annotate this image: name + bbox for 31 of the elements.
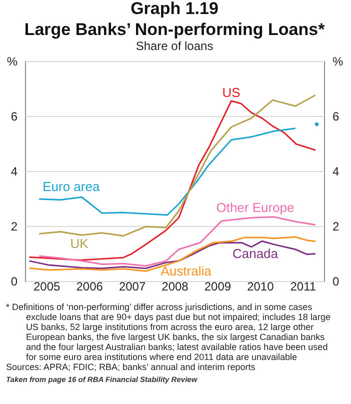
y-axis-title: Share of loans: [136, 39, 214, 53]
y2-tick-label: 4: [332, 164, 340, 178]
y-tick-label: %: [6, 54, 18, 68]
y-tick-label: 4: [10, 164, 18, 178]
text: * Definitions of ‘non-performing’ differ across jurisdictions, and in some cases exclude loans that are 90+ days past due but not impaired; includes 18 large US banks, 52 large institutions from across the euro area, 12 large other European banks, the five largest UK banks, the six largest Canadian banks and the four largest Australian banks; latest available ratios have been used for some euro area institutions where end 2011 data are unavailable: [6, 302, 332, 362]
y2-tick-label: %: [332, 54, 344, 68]
chart-subtitle: Large Banks’ Non-performing Loans*: [24, 20, 326, 39]
y-tick-label: 2: [10, 220, 18, 234]
series-label: Canada: [232, 246, 279, 261]
x-tick-label: 2011: [290, 280, 316, 294]
line-series: [38, 128, 296, 216]
line-series: [38, 216, 316, 267]
y-tick-label: 6: [10, 110, 18, 124]
x-tick-label: 2007: [118, 280, 146, 294]
y2-tick-label: 0: [332, 274, 340, 288]
x-tick-label: 2006: [76, 280, 104, 294]
x-tick-label: 2009: [204, 280, 232, 294]
series-label: Australia: [160, 264, 212, 279]
series-label: Euro area: [42, 178, 100, 194]
y2-tick-label: 2: [332, 220, 340, 234]
chart-title: Graph 1.19: [130, 0, 218, 18]
series-label: US: [222, 84, 241, 100]
series-label: Other Europe: [216, 200, 294, 216]
x-tick-label: 2010: [247, 280, 274, 294]
y2-tick-label: 6: [332, 110, 340, 124]
y-tick-label: 0: [10, 274, 18, 288]
series-label: UK: [70, 236, 89, 251]
x-tick-label: 2008: [162, 280, 189, 294]
x-tick-label: 2005: [34, 280, 61, 294]
line-series: [28, 100, 316, 261]
source-note: Sources: APRA; FDIC; RBA; banks’ annual and interim reports: [6, 362, 256, 372]
